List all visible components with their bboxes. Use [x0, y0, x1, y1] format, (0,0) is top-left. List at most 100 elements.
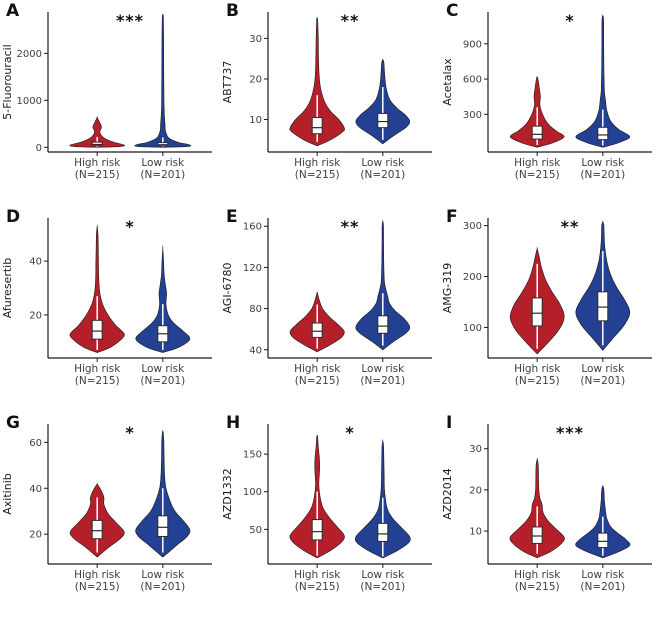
violin-plot-A: 0 1000 2000 5-Fluorouracil High risk (N=215) L… — [0, 0, 220, 206]
y-axis-title: Acetalax — [441, 58, 454, 106]
x-tick-label-n: (N=215) — [75, 169, 120, 181]
violin-high_risk — [509, 457, 565, 559]
violin-shape — [135, 245, 191, 353]
x-tick-label-group: High risk — [514, 569, 561, 581]
y-tick-label: 30 — [469, 444, 482, 455]
significance-stars: ** — [340, 217, 360, 236]
panel-C: C * 300 600 900 Acetalax High risk (N=215) Low… — [440, 0, 660, 206]
y-tick-label: 10 — [469, 527, 482, 538]
box-plot — [377, 315, 389, 334]
box-plot — [531, 297, 543, 327]
x-tick-label-group: Low risk — [581, 363, 625, 375]
y-axis-title: 5-Fluorouracil — [1, 44, 14, 119]
x-tick-label-n: (N=215) — [295, 169, 340, 181]
box-plot — [311, 117, 323, 135]
x-tick-label-group: Low risk — [141, 569, 185, 581]
y-tick-label: 40 — [249, 345, 262, 356]
panel-letter: E — [226, 207, 238, 227]
violin-chart-svg: 300 600 900 Acetalax High risk(N=215) Low ris… — [441, 12, 652, 181]
box-plot — [531, 125, 543, 140]
x-tick-label-group: Low risk — [361, 569, 405, 581]
x-tick-label-n: (N=215) — [295, 375, 340, 387]
y-tick-label: 160 — [243, 222, 262, 233]
significance-stars: *** — [115, 11, 145, 30]
y-axis-title: AZD2014 — [441, 468, 454, 520]
significance-stars: ** — [340, 11, 360, 30]
box-plot — [91, 319, 103, 340]
x-tick-label-n: (N=215) — [515, 375, 560, 387]
violin-plot-B: 10 20 30 ABT737 High risk (N=215) Low risk (N=2… — [220, 0, 440, 206]
violin-plot-H: 50 100 150 AZD1332 High risk (N=215) Low risk(… — [220, 412, 440, 618]
violin-shape — [134, 14, 192, 148]
x-tick-label-n: (N=201) — [360, 581, 405, 593]
x-tick-label-group: High risk — [294, 363, 341, 375]
violin-shape — [575, 14, 631, 148]
y-tick-label: 100 — [243, 487, 262, 498]
violin-plot-F: 100 200 300 AMG-319 High risk (N=215) Low risk… — [440, 206, 660, 412]
y-tick-label: 50 — [249, 525, 262, 536]
violin-high_risk — [289, 291, 345, 353]
violin-plot-E: 40 80 120 160 AGI-6780 High risk (N=215) Low ri… — [220, 206, 440, 412]
x-tick-label-group: High risk — [514, 157, 561, 169]
x-tick-label-group: High risk — [294, 569, 341, 581]
panel-H: H * 50 100 150 AZD1332 High risk (N=215) Low r… — [220, 412, 440, 618]
violin-low_risk — [575, 14, 631, 148]
violin-low_risk — [354, 439, 411, 559]
y-tick-label: 40 — [29, 257, 42, 268]
violin-shape — [69, 224, 125, 353]
y-tick-label: 20 — [29, 530, 42, 541]
x-tick-label-group: Low risk — [141, 363, 185, 375]
x-tick-label-n: (N=201) — [580, 375, 625, 387]
x-tick-label-group: High risk — [74, 569, 121, 581]
violin-shape — [69, 116, 125, 148]
y-tick-label: 1000 — [17, 96, 42, 107]
panel-A: A *** 0 1000 2000 5-Fluorouracil High risk (N… — [0, 0, 220, 206]
violin-chart-svg: 50 100 150 AZD1332 High risk(N=215) Low risk(… — [221, 424, 432, 593]
x-tick-label-group: High risk — [294, 157, 341, 169]
x-tick-label-n: (N=215) — [295, 581, 340, 593]
y-axis-title: Axitinib — [1, 473, 14, 514]
y-tick-label: 20 — [29, 310, 42, 321]
violin-high_risk — [69, 483, 125, 558]
box-plot — [311, 519, 323, 541]
box-plot — [311, 322, 323, 338]
x-tick-label-group: High risk — [74, 363, 121, 375]
x-tick-label-n: (N=215) — [515, 581, 560, 593]
violin-plot-C: 300 600 900 Acetalax High risk (N=215) Low ris… — [440, 0, 660, 206]
violin-chart-svg: 10 20 30 AZD2014 High risk(N=215) Low risk(N=… — [441, 424, 652, 593]
y-tick-label: 600 — [463, 75, 482, 86]
panel-B: B ** 10 20 30 ABT737 High risk (N=215) Low ris… — [220, 0, 440, 206]
box-plot — [597, 532, 609, 549]
x-tick-label-group: Low risk — [581, 569, 625, 581]
x-tick-label-group: High risk — [514, 363, 561, 375]
panel-G: G * 20 40 60 Axitinib High risk (N=215) Low ri… — [0, 412, 220, 618]
x-tick-label-group: Low risk — [361, 363, 405, 375]
violin-high_risk — [69, 224, 125, 353]
x-tick-label-n: (N=215) — [75, 375, 120, 387]
significance-stars: * — [345, 423, 355, 442]
panel-letter: F — [446, 207, 458, 227]
panel-letter: B — [226, 1, 239, 21]
x-tick-label-group: High risk — [74, 157, 121, 169]
panel-letter: A — [6, 1, 20, 21]
y-tick-label: 80 — [249, 304, 262, 315]
y-tick-label: 120 — [243, 263, 262, 274]
y-tick-label: 20 — [249, 74, 262, 85]
x-tick-label-group: Low risk — [361, 157, 405, 169]
x-tick-label-group: Low risk — [141, 157, 185, 169]
box-plot — [377, 112, 389, 129]
y-tick-label: 100 — [463, 323, 482, 334]
panel-E: E ** 40 80 120 160 AGI-6780 High risk (N=215) L… — [220, 206, 440, 412]
significance-stars: ** — [560, 217, 580, 236]
violin-shape — [289, 17, 345, 147]
violin-chart-svg: 20 40 Afuresertib High risk(N=215) Low risk(… — [1, 218, 212, 387]
panel-F: F ** 100 200 300 AMG-319 High risk (N=215) Low… — [440, 206, 660, 412]
significance-stars: * — [125, 423, 135, 442]
significance-stars: * — [565, 11, 575, 30]
y-tick-label: 30 — [249, 34, 262, 45]
violin-chart-svg: 40 80 120 160 AGI-6780 High risk(N=215) Low ri… — [221, 218, 432, 387]
box-plot — [597, 291, 609, 322]
significance-stars: * — [125, 217, 135, 236]
